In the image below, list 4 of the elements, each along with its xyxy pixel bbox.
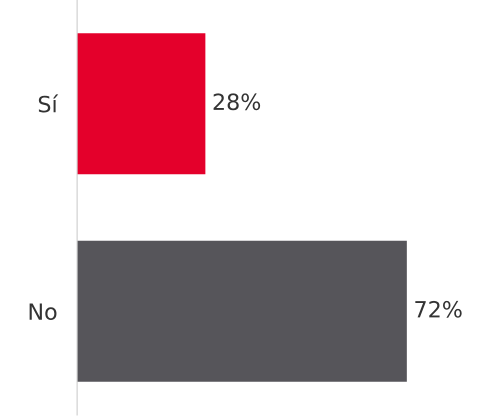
data-label: 28% (214, 93, 260, 110)
y-tick-label: No (30, 303, 56, 320)
data-label: 72% (415, 300, 462, 318)
y-tick-label: Sí (38, 94, 58, 113)
